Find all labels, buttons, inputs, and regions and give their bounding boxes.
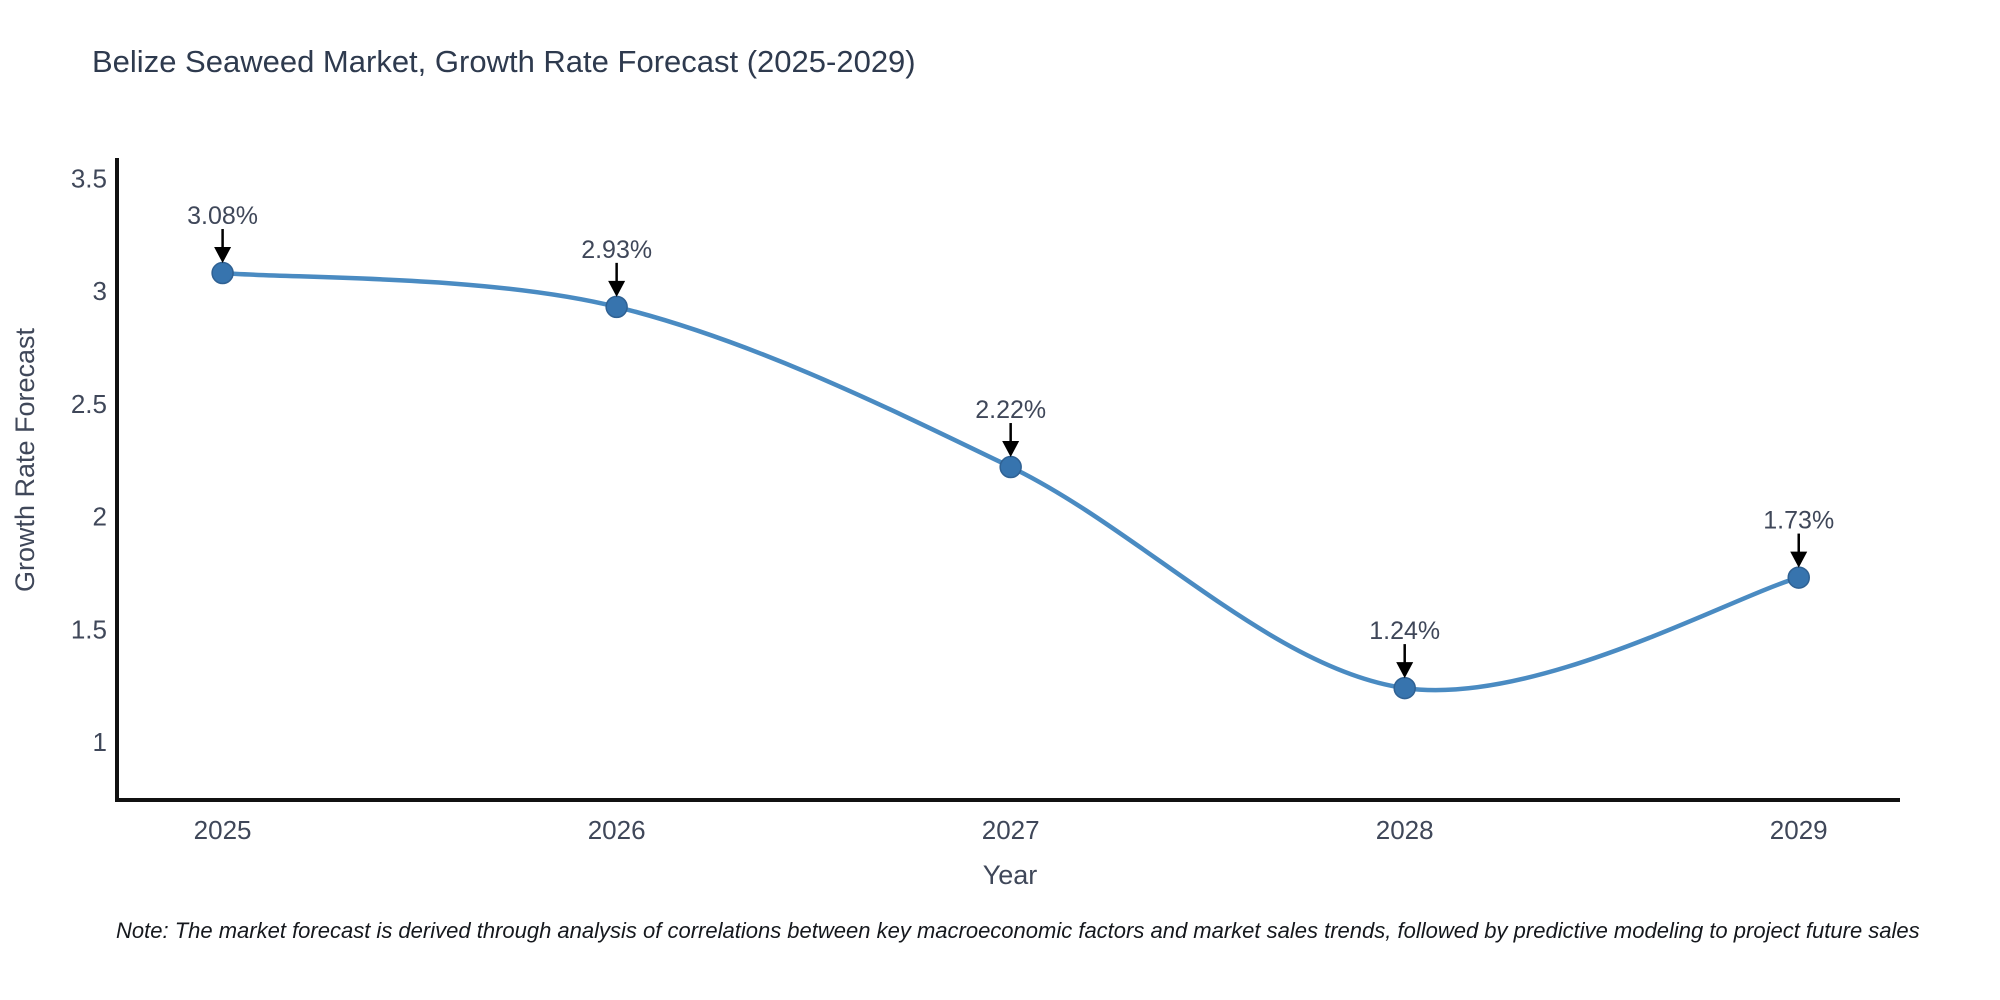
y-tick-label: 2 bbox=[93, 502, 107, 532]
y-axis-label: Growth Rate Forecast bbox=[10, 327, 40, 592]
series-line bbox=[220, 270, 1801, 693]
x-tick-label: 2028 bbox=[1376, 815, 1434, 845]
data-point-marker bbox=[999, 455, 1022, 479]
x-axis-label: Year bbox=[983, 860, 1038, 890]
y-tick-label: 3.5 bbox=[71, 163, 107, 193]
x-tick-label: 2029 bbox=[1770, 815, 1828, 845]
point-annotation-label: 2.22% bbox=[975, 396, 1046, 424]
chart-title: Belize Seaweed Market, Growth Rate Forec… bbox=[92, 44, 916, 79]
annotation-arrow-head bbox=[608, 280, 626, 297]
data-point-marker bbox=[211, 261, 234, 285]
data-point-marker bbox=[1787, 566, 1810, 589]
annotation-arrow-head bbox=[1790, 551, 1808, 568]
x-tick-label: 2025 bbox=[194, 815, 252, 845]
x-tick-label: 2027 bbox=[982, 815, 1040, 845]
y-tick-label: 1.5 bbox=[71, 614, 107, 644]
point-annotation-label: 3.08% bbox=[187, 202, 258, 230]
point-annotation-label: 2.93% bbox=[581, 236, 652, 264]
footnote-text: Note: The market forecast is derived thr… bbox=[116, 918, 1920, 943]
data-point-marker bbox=[1393, 676, 1416, 700]
annotation-arrow-head bbox=[1002, 441, 1020, 458]
y-tick-label: 1 bbox=[93, 727, 107, 757]
y-tick-label: 2.5 bbox=[71, 389, 107, 419]
annotation-arrow-head bbox=[214, 247, 232, 264]
data-point-marker bbox=[605, 295, 628, 319]
x-tick-label: 2026 bbox=[588, 815, 646, 845]
y-tick-label: 3 bbox=[93, 276, 107, 306]
point-annotation-label: 1.24% bbox=[1369, 617, 1440, 645]
point-annotation-label: 1.73% bbox=[1763, 507, 1834, 535]
annotation-arrow-head bbox=[1396, 662, 1414, 679]
